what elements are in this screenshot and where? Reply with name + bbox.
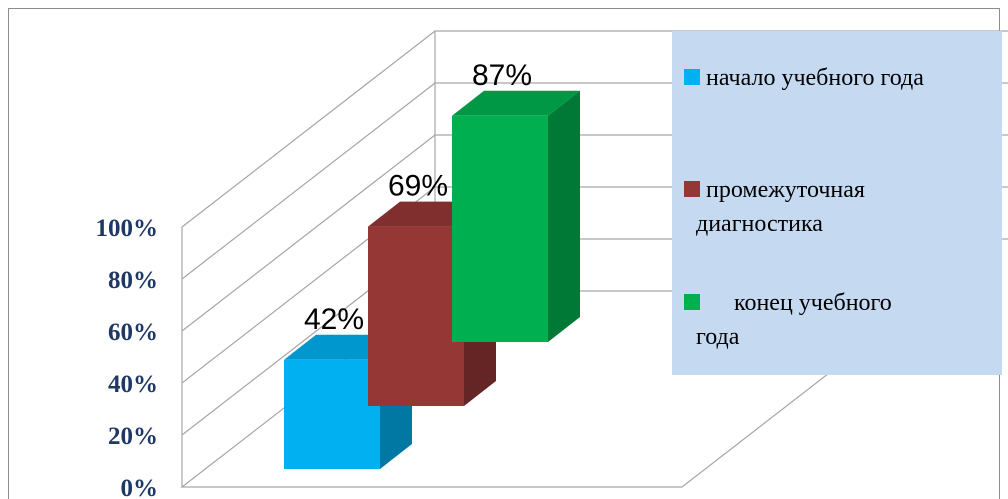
legend-swatch <box>684 181 700 197</box>
y-tick-label: 20% <box>108 423 158 450</box>
y-axis-ticks: 0% 20% 40% 60% 80% 100% <box>96 215 159 499</box>
bar-front <box>368 226 464 406</box>
bar-top <box>452 90 580 116</box>
data-label: 87% <box>472 59 532 92</box>
bars <box>284 90 580 469</box>
bar-front <box>284 359 380 469</box>
legend-box <box>672 31 1002 375</box>
legend-swatch <box>684 294 700 310</box>
y-tick-label: 40% <box>108 371 158 398</box>
bar <box>452 90 580 342</box>
legend: начало учебного года промежуточная диагнос… <box>672 31 1002 375</box>
legend-label: конец учебного года <box>696 290 892 350</box>
y-tick-label: 60% <box>108 319 158 346</box>
y-tick-label: 0% <box>121 475 159 499</box>
legend-label: промежуточная диагностика <box>696 177 865 237</box>
y-tick-label: 80% <box>108 267 158 294</box>
legend-swatch <box>684 69 700 85</box>
data-label: 69% <box>388 170 448 203</box>
legend-label: начало учебного года <box>706 65 924 91</box>
data-label: 42% <box>304 303 364 336</box>
bar-front <box>452 115 548 342</box>
bar-side <box>548 90 580 342</box>
y-tick-label: 100% <box>96 215 159 242</box>
data-labels: 42% 69% 87% <box>304 59 532 336</box>
